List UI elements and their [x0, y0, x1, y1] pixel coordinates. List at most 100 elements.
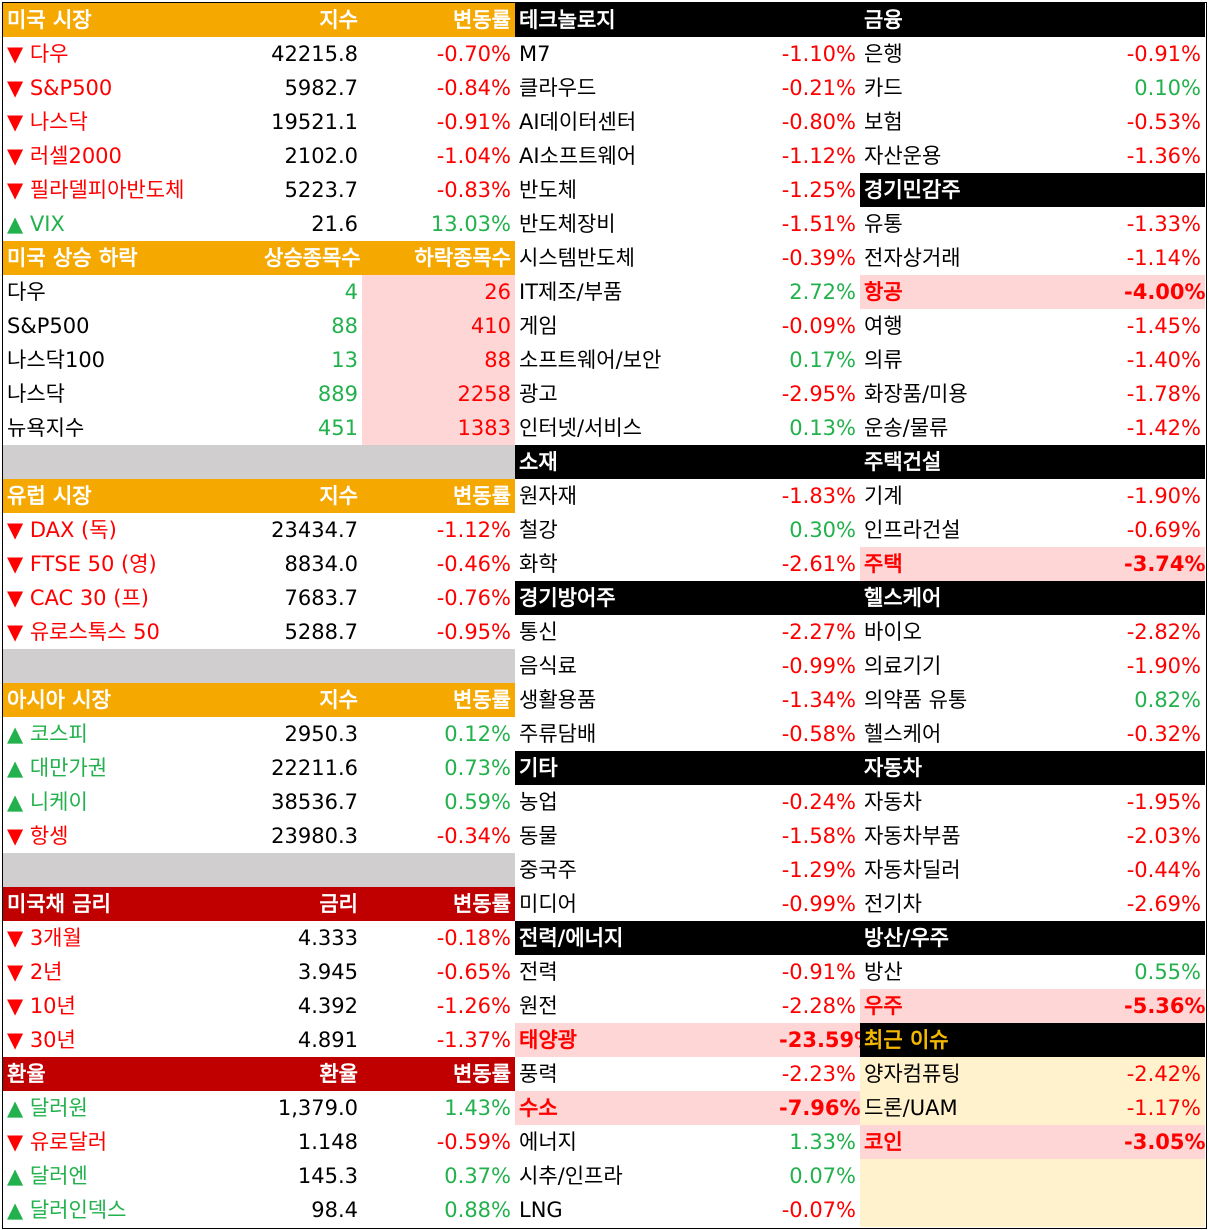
- item-value-end: 0.37%: [444, 1164, 511, 1188]
- item-value-end: 0.59%: [444, 790, 511, 814]
- section-header: 변동률: [453, 484, 511, 508]
- section-header: 소재: [519, 450, 558, 474]
- item-value-end: -0.58%: [781, 722, 856, 746]
- item-name: ▼ 2년: [7, 960, 63, 984]
- item-value-end: -0.76%: [436, 586, 511, 610]
- item-name: ▲ 달러인덱스: [7, 1198, 127, 1222]
- item-value-end: -2.03%: [1126, 824, 1201, 848]
- item-value-end: -5.36%: [1124, 994, 1205, 1018]
- row-background: [860, 1159, 1205, 1193]
- row-background: [515, 921, 860, 955]
- row-background: [515, 241, 860, 275]
- row-background: [860, 173, 1205, 207]
- item-value-end: -1.12%: [781, 144, 856, 168]
- item-value-end: -2.95%: [781, 382, 856, 406]
- row-background: [515, 717, 860, 751]
- item-value-end: -1.10%: [781, 42, 856, 66]
- row-background: [3, 751, 515, 785]
- item-name: 나스닥100: [3, 343, 260, 377]
- row-background: [515, 275, 860, 309]
- item-value-end: -0.18%: [436, 926, 511, 950]
- row-background: [860, 241, 1205, 275]
- item-name: M7: [519, 42, 551, 66]
- row-background: [515, 887, 860, 921]
- item-value-end: 1.33%: [789, 1130, 856, 1154]
- row-background: [860, 921, 1205, 955]
- item-name: 광고: [519, 382, 558, 406]
- section-header: 주택건설: [864, 450, 942, 474]
- row-background: [515, 581, 860, 615]
- item-value-end: 0.88%: [444, 1198, 511, 1222]
- row-background: [3, 819, 515, 853]
- row-background: [860, 513, 1205, 547]
- item-value-end: -1.78%: [1126, 382, 1201, 406]
- section-header: 자동차: [864, 756, 922, 780]
- item-value: 145.3: [297, 1164, 358, 1188]
- item-name: 시추/인프라: [519, 1164, 623, 1188]
- row-background: [860, 207, 1205, 241]
- item-value: 5982.7: [284, 76, 358, 100]
- row-background: [515, 309, 860, 343]
- item-value-end: 0.12%: [444, 722, 511, 746]
- row-background: [3, 1091, 515, 1125]
- section-header: 지수: [319, 484, 358, 508]
- item-value-end: -1.29%: [781, 858, 856, 882]
- item-value-end: -0.32%: [1126, 722, 1201, 746]
- item-name: ▼ 나스닥: [7, 110, 88, 134]
- row-background: [515, 853, 860, 887]
- row-background: [3, 105, 515, 139]
- row-background: [860, 71, 1205, 105]
- item-name: 카드: [864, 76, 903, 100]
- item-value-end: -0.39%: [781, 246, 856, 270]
- row-background: [3, 241, 515, 275]
- item-name: 다우: [3, 275, 260, 309]
- item-name: 바이오: [864, 620, 922, 644]
- section-header: 변동률: [453, 892, 511, 916]
- item-name: 자동차딜러: [864, 858, 961, 882]
- item-value-end: -1.36%: [1126, 144, 1201, 168]
- item-value-end: 1.43%: [444, 1096, 511, 1120]
- item-name: ▼ 필라델피아반도체: [7, 178, 185, 202]
- item-value-end: -1.17%: [1126, 1096, 1201, 1120]
- item-value-end: -1.90%: [1126, 484, 1201, 508]
- item-value: 7683.7: [284, 586, 358, 610]
- item-name: 우주: [864, 994, 903, 1018]
- item-value-end: -1.34%: [781, 688, 856, 712]
- item-name: ▲ 코스피: [7, 722, 88, 746]
- item-value: 23980.3: [271, 824, 358, 848]
- row-background: [3, 887, 515, 921]
- item-value-end: -0.95%: [436, 620, 511, 644]
- item-name: 나스닥: [3, 377, 260, 411]
- item-value: 2950.3: [284, 722, 358, 746]
- row-background: [515, 1159, 860, 1193]
- item-name: ▼ 3개월: [7, 926, 82, 950]
- row-background: [515, 207, 860, 241]
- item-value-end: -1.83%: [781, 484, 856, 508]
- item-value-end: -0.34%: [436, 824, 511, 848]
- item-value-end: -0.69%: [1126, 518, 1201, 542]
- row-background: [515, 1193, 860, 1227]
- item-name: ▼ 10년: [7, 994, 76, 1018]
- item-name: 반도체장비: [519, 212, 616, 236]
- item-value-end: -1.40%: [1126, 348, 1201, 372]
- section-header: 지수: [319, 688, 358, 712]
- row-background: [860, 683, 1205, 717]
- item-name: 생활용품: [519, 688, 597, 712]
- row-background: [515, 411, 860, 445]
- item-value: 21.6: [311, 212, 358, 236]
- item-name: 자산운용: [864, 144, 942, 168]
- row-background: [860, 853, 1205, 887]
- row-background: [3, 615, 515, 649]
- item-name: ▲ 니케이: [7, 790, 88, 814]
- row-background: [3, 3, 515, 37]
- item-value-end: 0.30%: [789, 518, 856, 542]
- item-value-end: -7.96%: [779, 1096, 860, 1120]
- item-value-end: -0.80%: [781, 110, 856, 134]
- item-value-end: -1.90%: [1126, 654, 1201, 678]
- item-name: ▲ 달러엔: [7, 1164, 88, 1188]
- item-value-end: -0.83%: [436, 178, 511, 202]
- item-name: 반도체: [519, 178, 577, 202]
- item-value-end: -1.37%: [436, 1028, 511, 1052]
- row-background: [515, 955, 860, 989]
- item-value-end: 0.07%: [789, 1164, 856, 1188]
